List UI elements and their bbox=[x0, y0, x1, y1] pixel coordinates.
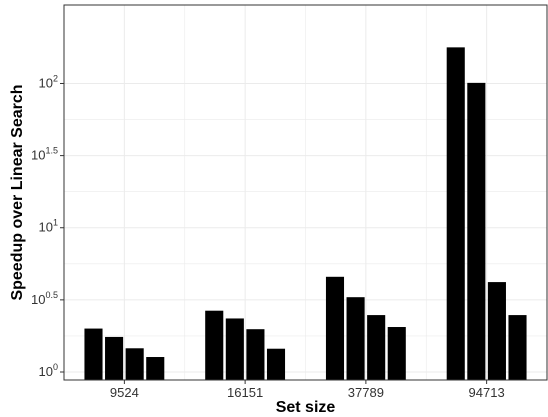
x-axis-ticks: 9524 16151 37789 94713 bbox=[110, 380, 505, 400]
bar bbox=[387, 327, 406, 380]
y-tick-label: 100 bbox=[39, 362, 58, 379]
y-axis-ticks: 100 100.5 101 101.5 102 bbox=[31, 73, 64, 379]
bar bbox=[467, 82, 486, 380]
bar bbox=[225, 318, 244, 380]
bar bbox=[205, 310, 224, 380]
x-tick-label: 37789 bbox=[348, 385, 384, 400]
y-tick-label: 100.5 bbox=[31, 290, 58, 307]
y-tick-label: 101 bbox=[39, 218, 58, 235]
bar bbox=[367, 315, 386, 380]
bars bbox=[84, 47, 527, 381]
bar bbox=[346, 297, 365, 380]
bar bbox=[487, 282, 506, 380]
y-tick-label: 102 bbox=[39, 73, 58, 90]
x-tick-label: 9524 bbox=[110, 385, 139, 400]
bar bbox=[266, 348, 286, 380]
y-axis-title: Speedup over Linear Search bbox=[9, 84, 26, 300]
bar bbox=[446, 47, 465, 381]
bar bbox=[84, 328, 103, 380]
bar bbox=[105, 336, 124, 380]
y-tick-label: 101.5 bbox=[31, 146, 58, 163]
x-tick-label: 16151 bbox=[227, 385, 263, 400]
x-axis-title: Set size bbox=[276, 399, 336, 416]
x-tick-label: 94713 bbox=[469, 385, 505, 400]
bar bbox=[325, 276, 345, 380]
plot-frame bbox=[63, 4, 548, 381]
bar bbox=[146, 357, 165, 380]
bar bbox=[508, 315, 527, 380]
bar bbox=[246, 329, 265, 380]
bar bbox=[125, 348, 144, 380]
